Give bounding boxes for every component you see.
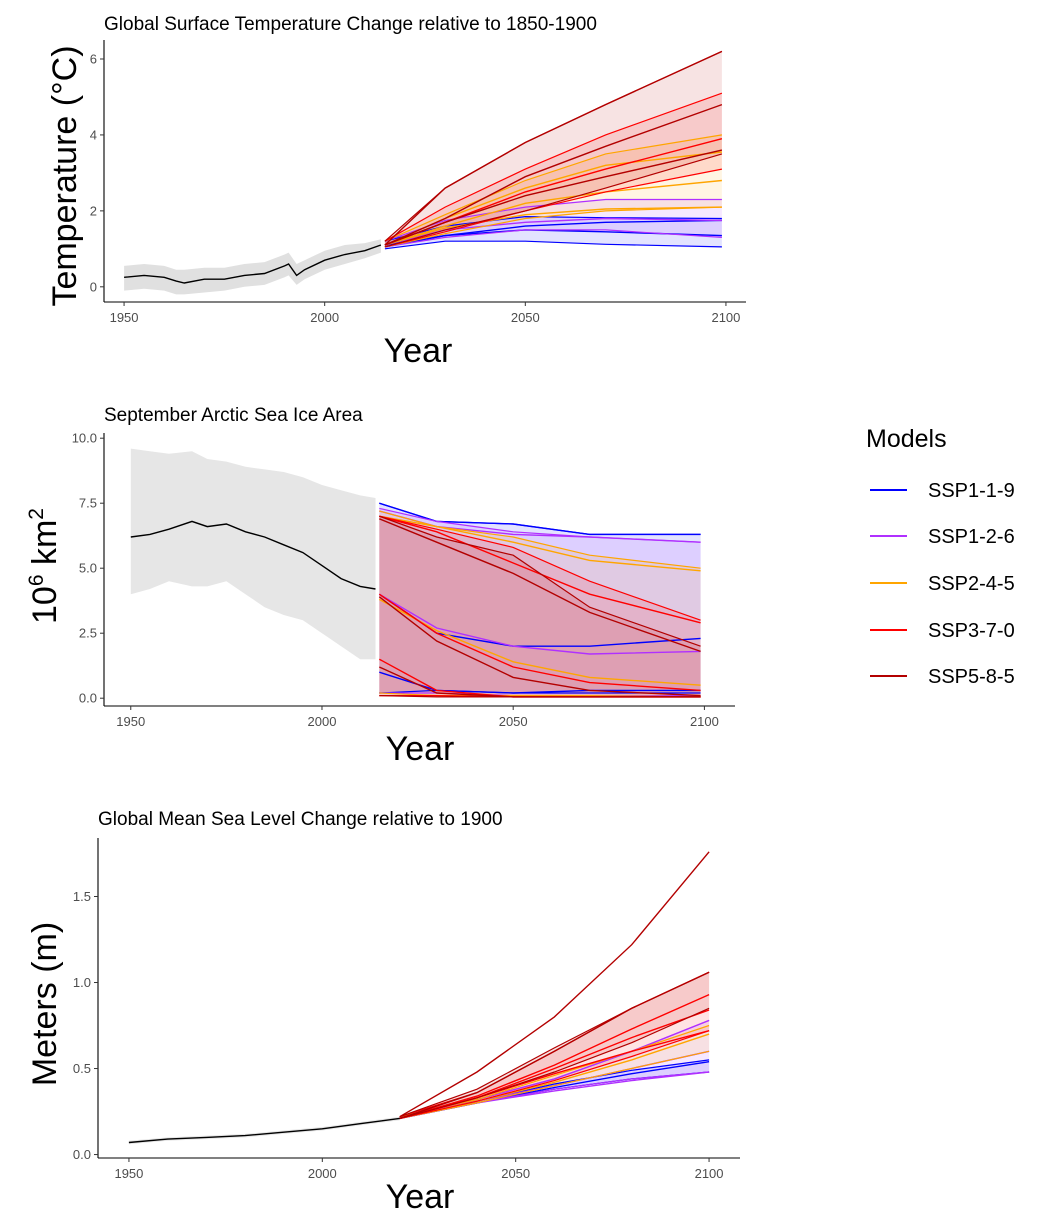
series-line-ssp1-1-9-2-temperature bbox=[384, 219, 722, 248]
series-line-ssp5-8-5-2-temperature bbox=[384, 149, 723, 246]
x-tick-label-temperature: 1950 bbox=[110, 310, 139, 325]
plot-area-sea-level: 1950 2000 2050 2100 0.0 0.5 1.0 1.5 bbox=[73, 838, 740, 1181]
band-ssp5-8-5-temperature bbox=[384, 51, 722, 247]
band-edge-upper-ssp2-4-5-temperature bbox=[384, 134, 722, 242]
legend-label-ssp3-7-0: SSP3-7-0 bbox=[928, 620, 1015, 642]
y-tick-label-sea-ice: 2.5 bbox=[79, 626, 97, 641]
plot-area-temperature: 1950 2000 2050 2100 0 2 4 6 bbox=[90, 40, 746, 325]
y-tick-label-sea-ice: 10.0 bbox=[72, 431, 97, 446]
legend-item-ssp1-2-6: SSP1-2-6 bbox=[870, 526, 1015, 548]
series-line-ssp3-7-0-1-sea-ice bbox=[379, 515, 701, 624]
y-axis-label-sea-level: Meters (m) bbox=[26, 922, 64, 1086]
x-axis-label-temperature: Year bbox=[384, 332, 453, 370]
y-tick-label-sea-level: 0.5 bbox=[73, 1061, 91, 1076]
y-tick-label-temperature: 0 bbox=[90, 279, 97, 294]
historical-line-temperature bbox=[124, 244, 382, 284]
band-ssp1-2-6-sea-level bbox=[399, 1020, 710, 1119]
band-edge-upper-ssp1-1-9-temperature bbox=[384, 215, 722, 242]
band-edge-upper-ssp3-7-0-sea-ice bbox=[379, 515, 701, 621]
plot-area-sea-ice: 1950 2000 2050 2100 0.0 2.5 5.0 7.5 10.0 bbox=[72, 431, 735, 729]
panel-temperature: Global Surface Temperature Change relati… bbox=[46, 14, 746, 370]
band-edge-lower-ssp3-7-0-sea-level bbox=[399, 1030, 710, 1119]
x-tick-label-sea-ice: 2050 bbox=[499, 714, 528, 729]
x-tick-label-sea-ice: 2000 bbox=[308, 714, 337, 729]
legend-item-ssp3-7-0: SSP3-7-0 bbox=[870, 620, 1015, 642]
legend-item-ssp1-1-9: SSP1-1-9 bbox=[870, 480, 1015, 502]
band-edge-upper-ssp5-8-5-sea-ice bbox=[379, 515, 701, 647]
historical-band-temperature bbox=[124, 239, 381, 295]
y-tick-label-sea-ice: 5.0 bbox=[79, 561, 97, 576]
series-line-ssp1-2-6-2-sea-ice bbox=[378, 593, 701, 655]
legend-item-ssp5-8-5: SSP5-8-5 bbox=[870, 666, 1015, 688]
series-line-ssp1-2-6-1-temperature bbox=[384, 217, 722, 246]
band-ssp2-4-5-sea-ice bbox=[379, 511, 701, 697]
series-line-ssp5-8-5-1-sea-level bbox=[399, 851, 710, 1118]
band-edge-upper-ssp3-7-0-temperature bbox=[384, 92, 723, 242]
x-tick-label-sea-level: 2100 bbox=[695, 1166, 724, 1181]
band-ssp3-7-0-temperature bbox=[384, 93, 722, 247]
band-ssp1-1-9-sea-ice bbox=[379, 503, 701, 693]
x-tick-label-sea-level: 2050 bbox=[501, 1166, 530, 1181]
x-axis-label-sea-level: Year bbox=[386, 1178, 455, 1216]
historical-line-sea-ice bbox=[130, 520, 376, 590]
y-tick-label-temperature: 6 bbox=[90, 51, 97, 66]
y-tick-label-sea-ice: 0.0 bbox=[79, 691, 97, 706]
series-line-ssp5-8-5-3-sea-ice bbox=[379, 666, 701, 698]
series-line-ssp2-4-5-1-temperature bbox=[384, 179, 722, 246]
x-tick-label-sea-level: 2000 bbox=[308, 1166, 337, 1181]
band-edge-lower-ssp5-8-5-temperature bbox=[384, 153, 723, 248]
band-edge-lower-ssp1-2-6-temperature bbox=[384, 229, 722, 248]
series-line-ssp2-4-5-1-sea-ice bbox=[379, 515, 701, 572]
series-line-ssp5-8-5-2-sea-ice bbox=[378, 596, 701, 697]
band-ssp1-2-6-sea-ice bbox=[379, 508, 701, 696]
series-line-ssp2-4-5-2-temperature bbox=[384, 206, 722, 246]
x-tick-label-sea-level: 1950 bbox=[114, 1166, 143, 1181]
legend-label-ssp1-1-9: SSP1-1-9 bbox=[928, 480, 1015, 502]
panel-title-sea-level: Global Mean Sea Level Change relative to… bbox=[98, 809, 503, 830]
y-axis-label-temperature: Temperature (°C) bbox=[46, 45, 84, 306]
historical-line-sea-level bbox=[128, 1117, 400, 1144]
legend: Models SSP1-1-9 SSP1-2-6 SSP2-4-5 SSP3-7… bbox=[866, 425, 1015, 688]
band-edge-lower-ssp2-4-5-temperature bbox=[384, 206, 722, 248]
band-edge-lower-ssp1-1-9-temperature bbox=[384, 240, 722, 250]
historical-band-sea-level bbox=[128, 1116, 400, 1145]
x-tick-label-sea-ice: 2100 bbox=[690, 714, 719, 729]
y-tick-label-sea-level: 0.0 bbox=[73, 1147, 91, 1162]
y-tick-label-sea-level: 1.5 bbox=[73, 889, 91, 904]
panel-sea-level: Global Mean Sea Level Change relative to… bbox=[26, 809, 740, 1216]
series-line-ssp3-7-0-3-sea-level bbox=[399, 993, 710, 1120]
x-tick-label-temperature: 2050 bbox=[511, 310, 540, 325]
series-line-ssp5-8-5-1-temperature bbox=[384, 103, 723, 246]
x-tick-label-sea-ice: 1950 bbox=[116, 714, 145, 729]
y-tick-label-sea-ice: 7.5 bbox=[79, 496, 97, 511]
series-line-ssp3-7-0-2-sea-ice bbox=[378, 593, 701, 692]
band-edge-lower-ssp5-8-5-sea-level bbox=[399, 1007, 710, 1119]
legend-label-ssp1-2-6: SSP1-2-6 bbox=[928, 526, 1015, 548]
series-line-ssp5-8-5-2-sea-level bbox=[399, 971, 710, 1120]
x-tick-label-temperature: 2100 bbox=[711, 310, 740, 325]
panel-title-temperature: Global Surface Temperature Change relati… bbox=[104, 14, 597, 35]
x-tick-label-temperature: 2000 bbox=[310, 310, 339, 325]
y-tick-label-temperature: 4 bbox=[90, 127, 97, 142]
panel-title-sea-ice: September Arctic Sea Ice Area bbox=[104, 405, 363, 426]
series-line-ssp5-8-5-3-temperature bbox=[384, 50, 723, 246]
band-edge-upper-ssp2-4-5-sea-ice bbox=[379, 510, 701, 569]
legend-label-ssp2-4-5: SSP2-4-5 bbox=[928, 573, 1015, 595]
legend-item-ssp2-4-5: SSP2-4-5 bbox=[870, 573, 1015, 595]
y-axis-label-sea-ice: 106 km2 bbox=[25, 508, 64, 624]
historical-band-sea-ice bbox=[130, 448, 376, 660]
band-edge-lower-ssp2-4-5-sea-ice bbox=[379, 692, 701, 698]
band-edge-lower-ssp2-4-5-sea-level bbox=[399, 1050, 710, 1119]
panel-sea-ice: September Arctic Sea Ice Area Year 106 k… bbox=[25, 405, 735, 768]
legend-title: Models bbox=[866, 425, 947, 453]
legend-label-ssp5-8-5: SSP5-8-5 bbox=[928, 666, 1015, 688]
y-tick-label-temperature: 2 bbox=[90, 203, 97, 218]
y-tick-label-sea-level: 1.0 bbox=[73, 975, 91, 990]
series-line-ssp5-8-5-1-sea-ice bbox=[379, 518, 701, 653]
x-axis-label-sea-ice: Year bbox=[386, 730, 455, 768]
series-line-ssp1-1-9-1-sea-ice bbox=[379, 502, 701, 536]
